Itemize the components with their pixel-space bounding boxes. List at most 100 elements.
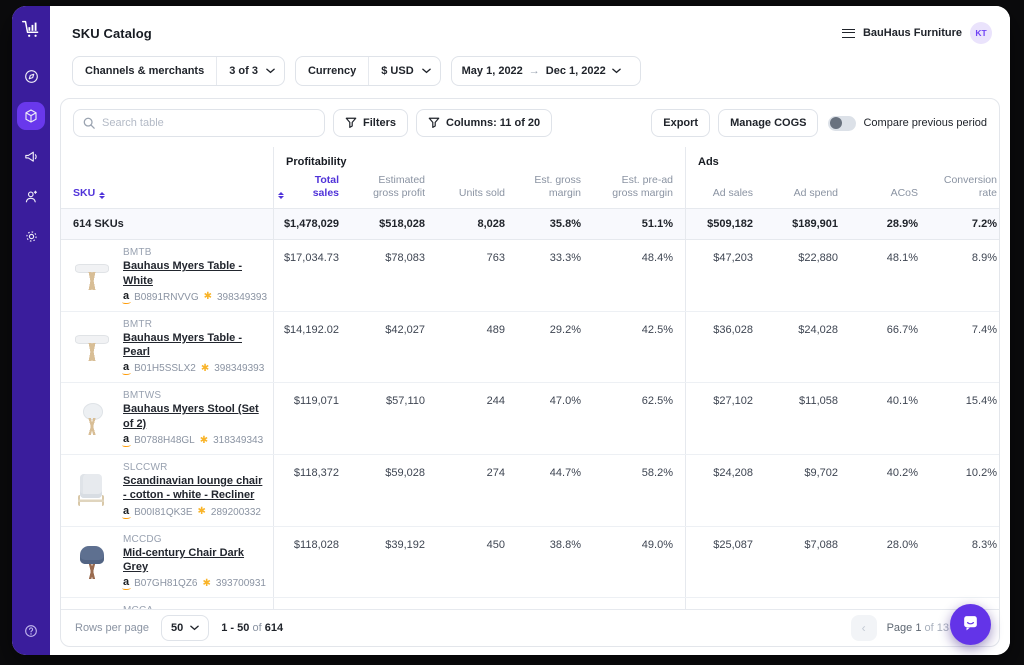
summary-units: 8,028	[477, 218, 505, 231]
gross-margin-value: 29.2%	[549, 323, 581, 336]
export-label: Export	[663, 117, 699, 129]
sku-code: SLCCWR	[123, 462, 168, 474]
asin-code: B07GH81QZ6	[134, 578, 198, 590]
sidebar-item-customers[interactable]	[17, 182, 45, 210]
walmart-id: 393700931	[215, 578, 266, 590]
acos-value: 48.1%	[886, 252, 918, 265]
summary-gross-profit: $518,028	[379, 218, 425, 231]
sidebar-item-marketing[interactable]	[17, 142, 45, 170]
export-button[interactable]: Export	[651, 109, 711, 137]
ad-sales-value: $24,208	[685, 455, 765, 526]
table-row[interactable]: BMTR Bauhaus Myers Table - Pearl a B01H5…	[61, 311, 999, 384]
prev-page-button[interactable]: ‹	[850, 615, 877, 641]
columns-button[interactable]: Columns: 11 of 20	[416, 109, 553, 137]
amazon-icon: a	[121, 576, 132, 591]
sku-info: SLCCWR Scandinavian lounge chair - cotto…	[121, 462, 267, 519]
col-header-acos[interactable]: ACoS	[850, 168, 930, 208]
table-row[interactable]: SLCCWR Scandinavian lounge chair - cotto…	[61, 455, 999, 527]
pre-ad-margin-value: 52.2%	[593, 598, 685, 609]
megaphone-icon	[23, 148, 40, 165]
sidebar-item-sku-catalog[interactable]	[17, 102, 45, 130]
col-header-units-sold[interactable]: Units sold	[437, 168, 517, 208]
col-header-conversion-rate[interactable]: Conversion rate	[930, 168, 999, 208]
product-name-link[interactable]: Bauhaus Myers Table - White	[123, 260, 242, 287]
col-header-total-sales[interactable]: Total sales	[273, 168, 351, 209]
sku-cell: BMTB Bauhaus Myers Table - White a B0891…	[61, 240, 273, 311]
column-header-row: SKU Total sales Estimated gross profit U…	[61, 168, 999, 210]
current-page: Page 1	[886, 622, 922, 634]
col-header-gross-margin[interactable]: Est. gross margin	[517, 168, 593, 208]
divider	[368, 57, 370, 85]
product-name-link[interactable]: Scandinavian lounge chair - cotton - whi…	[123, 475, 263, 502]
table-row[interactable]: MCCA Mid-century Chair Ash a B00UWQ2FWS …	[61, 598, 999, 609]
col-header-pre-ad-margin[interactable]: Est. pre-ad gross margin	[593, 168, 685, 208]
table-toolbar: Filters Columns: 11 of 20 Export Manage …	[61, 99, 999, 147]
asin-code: B00I81QK3E	[134, 506, 193, 518]
product-name-link[interactable]: Bauhaus Myers Table - Pearl	[123, 331, 242, 359]
avatar[interactable]: KT	[970, 22, 992, 44]
conversion-rate-value: 10.2%	[965, 467, 997, 480]
app-logo-cart-chart-icon[interactable]	[20, 18, 42, 40]
account-menu[interactable]: BauHaus Furniture KT	[841, 22, 992, 44]
search-box[interactable]	[73, 109, 325, 137]
filters-button[interactable]: Filters	[333, 109, 409, 137]
marketplace-ids: a B07GH81QZ6 ✱ 393700931	[121, 576, 267, 591]
sku-info: BMTB Bauhaus Myers Table - White a B0891…	[121, 247, 267, 304]
product-name-link[interactable]: Mid-century Chair Dark Grey	[123, 546, 245, 573]
col-header-ad-sales[interactable]: Ad sales	[685, 168, 765, 209]
currency-filter[interactable]: Currency $ USD	[294, 56, 441, 86]
acos-value: 40.2%	[886, 467, 918, 480]
arrow-right-icon: →	[528, 65, 540, 77]
col-header-ad-spend[interactable]: Ad spend	[765, 168, 850, 208]
date-range-filter[interactable]: May 1, 2022 → Dec 1, 2022	[450, 56, 641, 86]
toggle-switch[interactable]	[828, 115, 857, 131]
search-input[interactable]	[102, 117, 315, 129]
sort-icon	[99, 192, 106, 200]
col-header-gross-profit[interactable]: Estimated gross profit	[351, 168, 437, 208]
sidebar-nav	[17, 62, 45, 250]
chevron-down-icon	[190, 625, 200, 631]
channels-merchants-filter[interactable]: Channels & merchants 3 of 3	[72, 56, 285, 86]
units-sold-value: 274	[486, 467, 505, 480]
summary-ad-spend: $189,901	[792, 218, 838, 231]
ad-spend-value: $9,702	[804, 467, 838, 480]
sku-cell: MCCA Mid-century Chair Ash a B00UWQ2FWS …	[61, 598, 273, 609]
manage-cogs-button[interactable]: Manage COGS	[718, 109, 819, 137]
table-row[interactable]: BMTWS Bauhaus Myers Stool (Set of 2) a B…	[61, 383, 999, 456]
chat-bubble-icon	[961, 613, 980, 637]
compare-previous-period-toggle[interactable]: Compare previous period	[828, 115, 987, 131]
table-row[interactable]: MCCDG Mid-century Chair Dark Grey a B07G…	[61, 526, 999, 599]
row-range: 1 - 50 of 614	[221, 622, 283, 634]
rows-per-page-select[interactable]: 50	[161, 615, 210, 641]
col-label: Conversion rate	[943, 174, 997, 200]
acos-value: 40.1%	[886, 395, 918, 408]
total-sales-value: $118,028	[273, 526, 351, 598]
sidebar-item-dashboard[interactable]	[17, 62, 45, 90]
currency-value: $ USD	[381, 65, 414, 77]
gross-profit-value: $78,083	[385, 252, 425, 265]
conversion-rate-value: 7.4%	[971, 323, 997, 336]
gross-margin-value: 47.0%	[549, 395, 581, 408]
product-name-link[interactable]: Bauhaus Myers Stool (Set of 2)	[123, 403, 259, 430]
col-header-sku[interactable]: SKU	[61, 168, 273, 208]
walmart-id: 398349393	[214, 363, 265, 375]
search-icon	[83, 117, 95, 129]
asin-code: B0788H48GL	[134, 435, 195, 447]
group-ads: Ads	[685, 147, 999, 168]
pre-ad-margin-value: 62.5%	[641, 395, 673, 408]
sidebar-item-settings[interactable]	[17, 222, 45, 250]
page-title: SKU Catalog	[72, 25, 152, 41]
table-row[interactable]: BMTB Bauhaus Myers Table - White a B0891…	[61, 240, 999, 312]
channels-value: 3 of 3	[229, 65, 258, 77]
help-button[interactable]	[17, 617, 45, 645]
channels-label: Channels & merchants	[85, 65, 205, 77]
sku-cell: SLCCWR Scandinavian lounge chair - cotto…	[61, 455, 273, 526]
compare-label: Compare previous period	[863, 117, 987, 129]
acos-value: 66.7%	[886, 323, 918, 336]
marketplace-ids: a B0788H48GL ✱ 318349343	[121, 434, 267, 448]
menu-icon[interactable]	[841, 28, 855, 38]
chat-button[interactable]	[950, 604, 991, 645]
ad-sales-value: $33,017	[685, 598, 765, 609]
col-label: Est. pre-ad gross margin	[612, 174, 673, 200]
col-label: Ad sales	[712, 187, 753, 200]
